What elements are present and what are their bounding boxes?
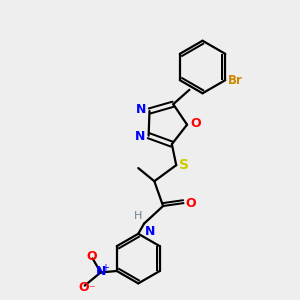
- Text: H: H: [134, 211, 142, 221]
- Text: Br: Br: [228, 74, 242, 87]
- Text: N: N: [144, 225, 155, 238]
- Text: O: O: [78, 281, 89, 294]
- Text: ⁻: ⁻: [88, 283, 94, 296]
- Text: O: O: [86, 250, 97, 263]
- Text: N: N: [135, 130, 145, 143]
- Text: +: +: [101, 263, 109, 273]
- Text: O: O: [185, 196, 196, 210]
- Text: N: N: [95, 266, 106, 278]
- Text: S: S: [178, 158, 189, 172]
- Text: N: N: [136, 103, 146, 116]
- Text: O: O: [190, 117, 201, 130]
